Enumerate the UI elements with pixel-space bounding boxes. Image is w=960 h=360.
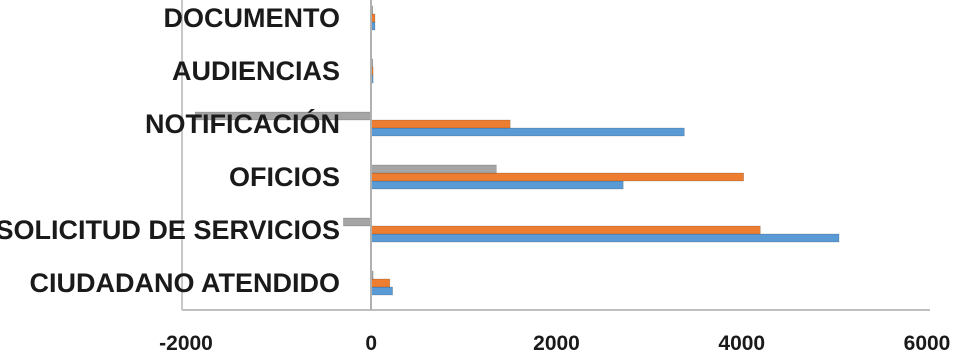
bar-3-solicitud-de-servicios: [343, 217, 372, 227]
category-label: OFICIOS: [229, 162, 340, 192]
bar-2-solicitud-de-servicios: [370, 225, 761, 235]
bars-group: [194, 5, 840, 296]
bar-1-oficios: [370, 180, 624, 190]
category-label: SOLICITUD DE SERVICIOS: [0, 215, 340, 245]
x-tick-label: 0: [365, 332, 377, 355]
bar-2-ciudadano-atendido: [370, 278, 391, 288]
bar-3-oficios: [370, 164, 497, 174]
x-tick-label: 6000: [904, 332, 951, 355]
x-tick-label: -2000: [159, 332, 213, 355]
bar-2-oficios: [370, 172, 744, 182]
x-tick-label: 4000: [718, 332, 765, 355]
bar-1-ciudadano-atendido: [370, 286, 393, 296]
x-tick-labels: -2000 0 2000 4000 6000: [159, 332, 950, 355]
bar-1-solicitud-de-servicios: [370, 233, 840, 243]
category-label: CIUDADANO ATENDIDO: [30, 268, 341, 298]
category-label: DOCUMENTO: [163, 3, 340, 33]
category-label: NOTIFICACIÓN: [145, 108, 340, 139]
category-labels: CIUDADANO ATENDIDO SOLICITUD DE SERVICIOS…: [0, 3, 340, 298]
category-label: AUDIENCIAS: [172, 56, 340, 86]
bar-1-notificaci-n: [370, 127, 685, 137]
x-tick-label: 2000: [533, 332, 580, 355]
bar-2-notificaci-n: [370, 119, 511, 129]
